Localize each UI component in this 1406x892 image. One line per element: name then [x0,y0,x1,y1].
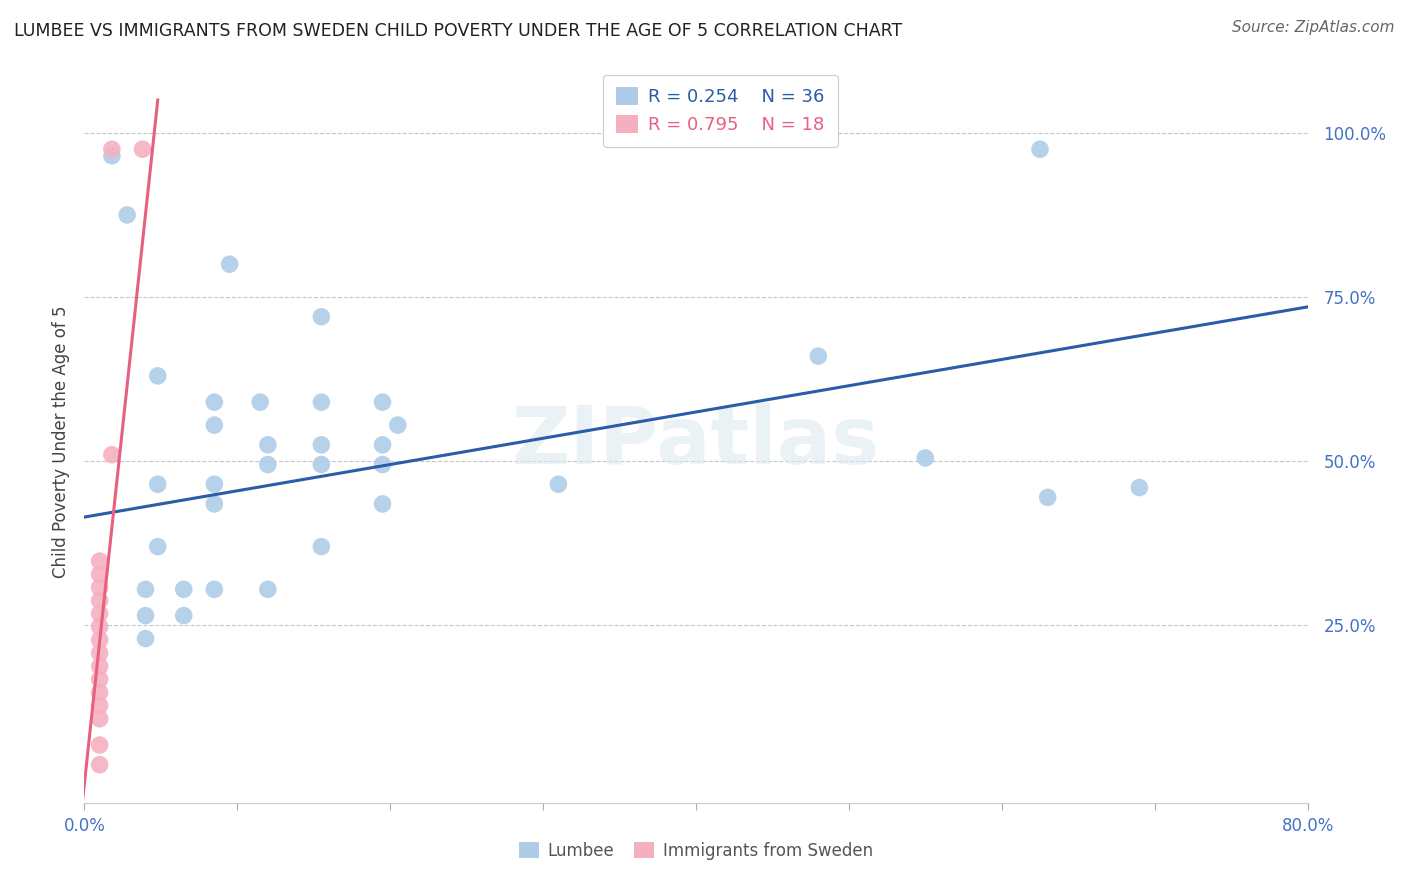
Point [1128,481,1150,495]
Point [146,477,169,491]
Point [173,582,195,597]
Point [1036,491,1059,505]
Point [101,142,124,156]
Point [101,448,124,462]
Point [89,685,111,699]
Legend: Lumbee, Immigrants from Sweden: Lumbee, Immigrants from Sweden [513,836,879,867]
Point [89,738,111,752]
Point [146,540,169,554]
Point [89,580,111,594]
Point [89,607,111,621]
Point [202,418,225,433]
Point [311,540,333,554]
Point [257,582,280,597]
Point [89,620,111,634]
Point [89,593,111,607]
Point [547,477,569,491]
Point [89,567,111,582]
Point [89,646,111,660]
Point [202,582,225,597]
Point [135,632,157,646]
Point [173,608,195,623]
Point [89,712,111,726]
Point [89,673,111,687]
Point [89,554,111,568]
Point [89,698,111,713]
Point [131,142,153,156]
Point [311,438,333,452]
Point [371,438,394,452]
Point [202,395,225,409]
Point [1029,142,1052,156]
Point [146,368,169,383]
Point [257,458,280,472]
Point [311,310,333,324]
Point [135,582,157,597]
Point [371,458,394,472]
Point [101,149,124,163]
Text: LUMBEE VS IMMIGRANTS FROM SWEDEN CHILD POVERTY UNDER THE AGE OF 5 CORRELATION CH: LUMBEE VS IMMIGRANTS FROM SWEDEN CHILD P… [14,22,903,40]
Point [387,418,409,433]
Point [257,438,280,452]
Point [89,757,111,772]
Y-axis label: Child Poverty Under the Age of 5: Child Poverty Under the Age of 5 [52,305,70,578]
Point [807,349,830,363]
Point [202,497,225,511]
Point [311,458,333,472]
Point [115,208,138,222]
Point [914,450,936,465]
Point [371,497,394,511]
Point [371,395,394,409]
Point [311,395,333,409]
Point [218,257,240,271]
Point [89,632,111,647]
Point [202,477,225,491]
Point [135,608,157,623]
Point [249,395,271,409]
Point [89,659,111,673]
Text: ZIPatlas: ZIPatlas [512,402,880,481]
Text: Source: ZipAtlas.com: Source: ZipAtlas.com [1232,20,1395,35]
